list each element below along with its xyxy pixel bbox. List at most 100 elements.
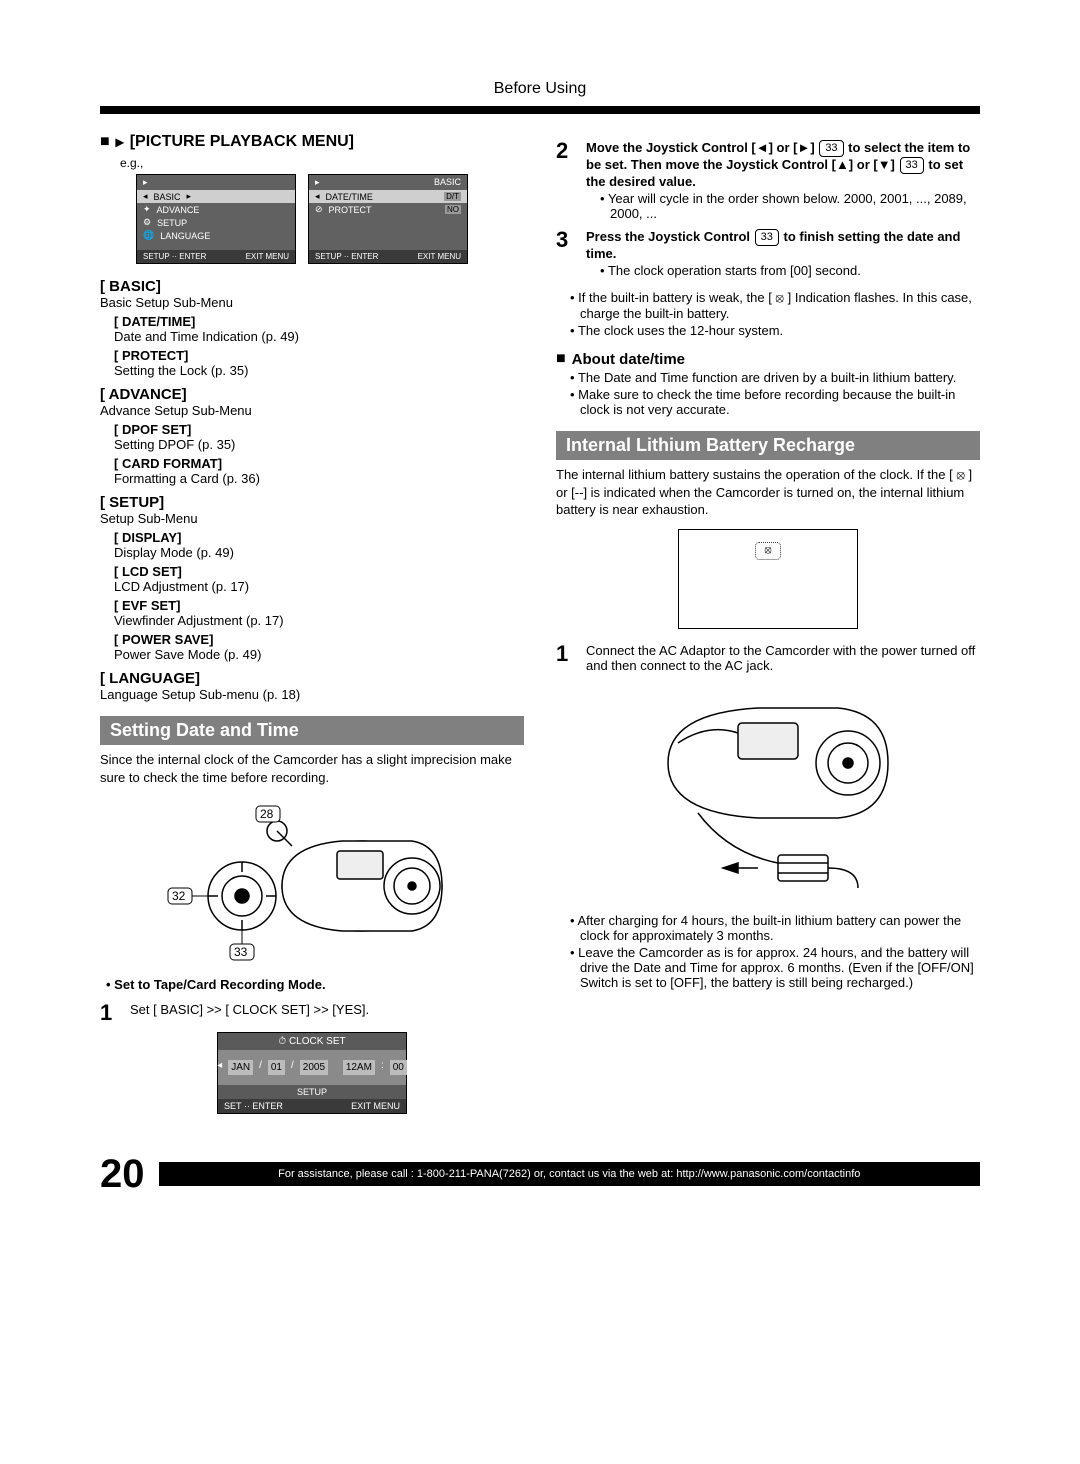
- page-number: 20: [100, 1152, 145, 1197]
- menu-item: [ LCD SET]: [114, 564, 524, 579]
- step-text: Connect the AC Adaptor to the Camcorder …: [586, 643, 980, 673]
- footer-text: SETUP ·· ENTER: [143, 252, 206, 261]
- two-column-layout: ■ ▸ [PICTURE PLAYBACK MENU] e.g., ▸ ◂BAS…: [100, 132, 980, 1122]
- about-bullet: • Make sure to check the time before rec…: [570, 387, 980, 417]
- setup-subheading: Setup Sub-Menu: [100, 511, 524, 526]
- page: Before Using ■ ▸ [PICTURE PLAYBACK MENU]…: [0, 0, 1080, 1237]
- menu-item-desc: Date and Time Indication (p. 49): [114, 329, 524, 344]
- page-footer: 20 For assistance, please call : 1-800-2…: [100, 1152, 980, 1197]
- key-32: 32: [172, 889, 186, 903]
- keycap-33: 33: [755, 229, 779, 246]
- step-number: 3: [556, 229, 576, 278]
- keycap-33: 33: [819, 140, 843, 157]
- recharge-bullet: • Leave the Camcorder as is for approx. …: [570, 945, 980, 990]
- menu-screen-1: ▸ ◂BASIC▸ ✦ADVANCE ⚙SETUP 🌐LANGUAGE SETU…: [136, 174, 296, 264]
- right-column: 2 Move the Joystick Control [◄] or [►] 3…: [556, 132, 980, 1122]
- step-number: 1: [100, 1002, 120, 1024]
- left-column: ■ ▸ [PICTURE PLAYBACK MENU] e.g., ▸ ◂BAS…: [100, 132, 524, 1122]
- menu-item-desc: Setting the Lock (p. 35): [114, 363, 524, 378]
- clock-chip: JAN: [228, 1060, 253, 1075]
- about-datetime-heading: ■ About date/time: [556, 350, 980, 368]
- clock-footer-label: SETUP: [218, 1085, 406, 1099]
- key-33: 33: [234, 945, 248, 959]
- indicator-box: ⦻: [678, 529, 858, 629]
- step-2: 2 Move the Joystick Control [◄] or [►] 3…: [556, 140, 980, 221]
- menu-row: DATE/TIME: [326, 192, 373, 202]
- square-icon: ■: [100, 133, 110, 151]
- camcorder-illustration: 28 32 33: [100, 796, 524, 966]
- about-bullet: • The Date and Time function are driven …: [570, 370, 980, 385]
- setting-date-bar: Setting Date and Time: [100, 716, 524, 745]
- picture-playback-label: [PICTURE PLAYBACK MENU]: [130, 133, 354, 151]
- basic-heading: [ BASIC]: [100, 278, 524, 295]
- menu-row: BASIC: [154, 192, 181, 202]
- camcorder-svg: 28 32 33: [162, 796, 462, 966]
- ac-adaptor-illustration: [556, 683, 980, 903]
- step-number: 2: [556, 140, 576, 221]
- battery-icon: ⦻: [755, 542, 781, 560]
- setting-date-intro: Since the internal clock of the Camcorde…: [100, 751, 524, 786]
- advance-subheading: Advance Setup Sub-Menu: [100, 403, 524, 418]
- menu-item: [ EVF SET]: [114, 598, 524, 613]
- section-header: Before Using: [100, 80, 980, 106]
- footer-text: EXIT MENU: [418, 252, 461, 261]
- clock-chip: 01: [268, 1060, 285, 1075]
- menu-item: [ PROTECT]: [114, 348, 524, 363]
- header-rule: [100, 106, 980, 114]
- menu-screen-2: ▸BASIC ◂DATE/TIMED/T ⊘PROTECTNO SETUP ··…: [308, 174, 468, 264]
- clock-set-screen: ⏱ CLOCK SET ◂ JAN / 01 / 2005 12AM : 00 …: [217, 1032, 407, 1114]
- footer-text: EXIT MENU: [246, 252, 289, 261]
- menu-item-desc: LCD Adjustment (p. 17): [114, 579, 524, 594]
- example-label: e.g.,: [120, 156, 524, 170]
- menu-item-desc: Display Mode (p. 49): [114, 545, 524, 560]
- menu-item-desc: Viewfinder Adjustment (p. 17): [114, 613, 524, 628]
- menu-row: PROTECT: [329, 205, 372, 215]
- clock-chip: 12AM: [343, 1060, 375, 1075]
- note-bullet: • If the built-in battery is weak, the […: [570, 290, 980, 321]
- camera-icon: ▸: [116, 132, 124, 152]
- step-body: Press the Joystick Control 33 to finish …: [586, 229, 980, 278]
- basic-subheading: Basic Setup Sub-Menu: [100, 295, 524, 310]
- step-3: 3 Press the Joystick Control 33 to finis…: [556, 229, 980, 278]
- bullet: • Year will cycle in the order shown bel…: [600, 191, 980, 221]
- advance-heading: [ ADVANCE]: [100, 386, 524, 403]
- key-28: 28: [260, 807, 274, 821]
- step-text: Set [ BASIC] >> [ CLOCK SET] >> [YES].: [130, 1002, 524, 1024]
- menu-item: [ DATE/TIME]: [114, 314, 524, 329]
- setup-heading: [ SETUP]: [100, 494, 524, 511]
- menu-row: LANGUAGE: [160, 231, 210, 241]
- note-bullet: • The clock uses the 12-hour system.: [570, 323, 980, 338]
- bullet: • The clock operation starts from [00] s…: [600, 263, 980, 278]
- menu-screenshots: ▸ ◂BASIC▸ ✦ADVANCE ⚙SETUP 🌐LANGUAGE SETU…: [136, 174, 524, 264]
- recharge-bar: Internal Lithium Battery Recharge: [556, 431, 980, 460]
- footer-text: SETUP ·· ENTER: [315, 252, 378, 261]
- clock-footer-left: SET ·· ENTER: [224, 1101, 283, 1111]
- menu-item: [ CARD FORMAT]: [114, 456, 524, 471]
- screen-header: BASIC: [434, 177, 461, 188]
- footer-assistance: For assistance, please call : 1-800-211-…: [159, 1162, 981, 1186]
- menu-item-desc: Setting DPOF (p. 35): [114, 437, 524, 452]
- recharge-intro: The internal lithium battery sustains th…: [556, 466, 980, 519]
- picture-playback-title: ■ ▸ [PICTURE PLAYBACK MENU]: [100, 132, 524, 152]
- square-icon: ■: [556, 350, 566, 368]
- clock-chip: 00: [390, 1060, 407, 1075]
- clock-footer-right: EXIT MENU: [351, 1101, 400, 1111]
- language-heading: [ LANGUAGE]: [100, 670, 524, 687]
- recharge-step-1: 1 Connect the AC Adaptor to the Camcorde…: [556, 643, 980, 673]
- menu-item-desc: Power Save Mode (p. 49): [114, 647, 524, 662]
- language-subheading: Language Setup Sub-menu (p. 18): [100, 687, 524, 702]
- keycap-33: 33: [900, 157, 924, 174]
- menu-item: [ POWER SAVE]: [114, 632, 524, 647]
- menu-item: [ DISPLAY]: [114, 530, 524, 545]
- adaptor-svg: [628, 683, 908, 903]
- step-1: 1 Set [ BASIC] >> [ CLOCK SET] >> [YES].: [100, 1002, 524, 1024]
- recharge-bullet: • After charging for 4 hours, the built-…: [570, 913, 980, 943]
- step-number: 1: [556, 643, 576, 673]
- clock-chip: 2005: [300, 1060, 328, 1075]
- menu-row: SETUP: [157, 218, 187, 228]
- clock-title: CLOCK SET: [289, 1036, 346, 1047]
- menu-item: [ DPOF SET]: [114, 422, 524, 437]
- menu-row: ADVANCE: [157, 205, 200, 215]
- menu-item-desc: Formatting a Card (p. 36): [114, 471, 524, 486]
- set-mode-bullet: • Set to Tape/Card Recording Mode.: [106, 976, 524, 994]
